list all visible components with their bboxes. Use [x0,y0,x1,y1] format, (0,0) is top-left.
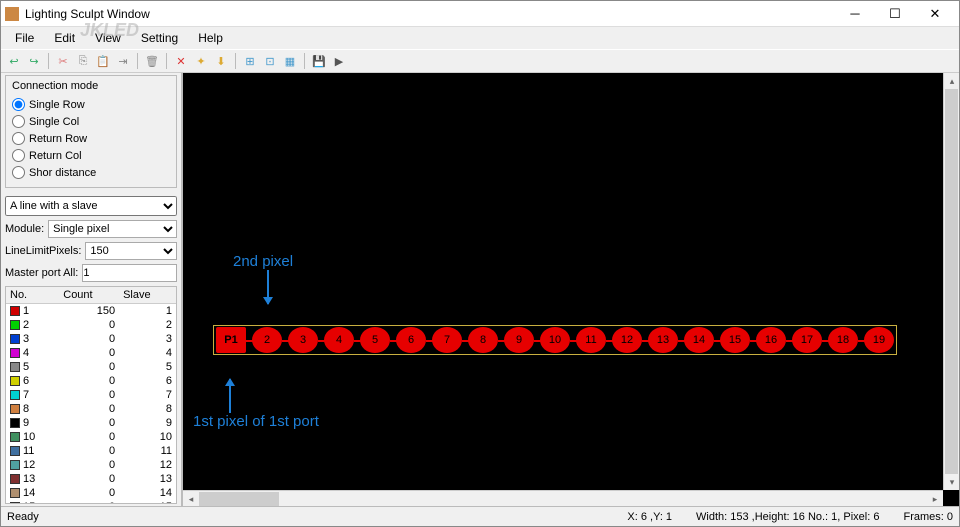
pixel-8[interactable]: 8 [468,327,498,353]
play-icon[interactable]: ▶ [330,52,348,70]
pixel-12[interactable]: 12 [612,327,642,353]
line-limit-label: LineLimitPixels: [5,245,81,257]
status-dims: Width: 153 ,Height: 16 No.: 1, Pixel: 6 [696,511,879,523]
col-no.: No. [6,287,59,304]
annotation-2nd-pixel: 2nd pixel [233,253,293,270]
pixel-19[interactable]: 19 [864,327,894,353]
paste-icon[interactable]: 📋 [94,52,112,70]
table-row[interactable]: 13013 [6,472,176,486]
window-title: Lighting Sculpt Window [25,7,835,21]
pixel-18[interactable]: 18 [828,327,858,353]
pixel-10[interactable]: 10 [540,327,570,353]
star-icon[interactable]: ✦ [192,52,210,70]
table-row[interactable]: 303 [6,332,176,346]
table-row[interactable]: 12012 [6,458,176,472]
menubar: FileEditViewSettingHelp [1,27,959,49]
pixel-3[interactable]: 3 [288,327,318,353]
pixel-6[interactable]: 6 [396,327,426,353]
radio-return-col[interactable]: Return Col [12,147,170,164]
menu-help[interactable]: Help [188,29,233,47]
menu-edit[interactable]: Edit [44,29,85,47]
menu-file[interactable]: File [5,29,44,47]
pixel-11[interactable]: 11 [576,327,606,353]
delete-bin-icon[interactable]: 🗑 [143,52,161,70]
status-frames: Frames: 0 [903,511,953,523]
master-port-label: Master port All: [5,267,78,279]
sidebar: Connection mode Single RowSingle ColRetu… [1,73,183,506]
radio-return-row[interactable]: Return Row [12,130,170,147]
app-icon [5,7,19,21]
connection-mode-title: Connection mode [12,80,170,92]
line-limit-select[interactable]: 150 [85,242,177,260]
pixel-row: P12345678910111213141516171819 [213,325,897,355]
titlebar: Lighting Sculpt Window ─ ☐ ✕ [1,1,959,27]
pixel-5[interactable]: 5 [360,327,390,353]
radio-single-col[interactable]: Single Col [12,113,170,130]
col-slave: Slave [119,287,176,304]
close-button[interactable]: ✕ [915,2,955,26]
pixel-2[interactable]: 2 [252,327,282,353]
connection-mode-panel: Connection mode Single RowSingle ColRetu… [5,75,177,188]
radio-single-row[interactable]: Single Row [12,96,170,113]
table-row[interactable]: 404 [6,346,176,360]
cut-icon[interactable]: ✂ [54,52,72,70]
delete-icon[interactable]: ✕ [172,52,190,70]
menu-setting[interactable]: Setting [131,29,188,47]
pixel-15[interactable]: 15 [720,327,750,353]
table-row[interactable]: 808 [6,402,176,416]
pixel-9[interactable]: 9 [504,327,534,353]
table-row[interactable]: 10010 [6,430,176,444]
col-count: Count [59,287,119,304]
table-row[interactable]: 909 [6,416,176,430]
port-table: No.CountSlave 11501202303404505606707808… [5,286,177,504]
statusbar: Ready X: 6 ,Y: 1 Width: 153 ,Height: 16 … [1,506,959,526]
pixel-7[interactable]: 7 [432,327,462,353]
table-row[interactable]: 606 [6,374,176,388]
redo-icon[interactable]: ↪ [25,52,43,70]
scrollbar-vertical[interactable]: ▴ ▾ [943,73,959,490]
menu-view[interactable]: View [85,29,131,47]
annotation-1st-pixel: 1st pixel of 1st port [193,413,319,430]
move-icon[interactable]: ⇥ [114,52,132,70]
table-row[interactable]: 14014 [6,486,176,500]
pixel-14[interactable]: 14 [684,327,714,353]
radio-shor-distance[interactable]: Shor distance [12,164,170,181]
import-icon[interactable]: ⬇ [212,52,230,70]
table-row[interactable]: 11501 [6,304,176,319]
table-row[interactable]: 202 [6,318,176,332]
line-type-select[interactable]: A line with a slave [5,196,177,216]
toolbar: ↩↪ ✂⎘📋⇥ 🗑 ✕✦⬇ ⊞⊡▦ 💾▶ [1,49,959,73]
pixel-4[interactable]: 4 [324,327,354,353]
grid3-icon[interactable]: ▦ [281,52,299,70]
pixel-1[interactable]: P1 [216,327,246,353]
undo-icon[interactable]: ↩ [5,52,23,70]
table-row[interactable]: 505 [6,360,176,374]
pixel-17[interactable]: 17 [792,327,822,353]
module-label: Module: [5,223,44,235]
copy-icon[interactable]: ⎘ [74,52,92,70]
table-row[interactable]: 707 [6,388,176,402]
status-ready: Ready [7,511,39,523]
minimize-button[interactable]: ─ [835,2,875,26]
pixel-16[interactable]: 16 [756,327,786,353]
save-icon[interactable]: 💾 [310,52,328,70]
app-window: Lighting Sculpt Window ─ ☐ ✕ FileEditVie… [0,0,960,527]
master-port-input[interactable] [82,264,177,282]
status-xy: X: 6 ,Y: 1 [627,511,672,523]
grid2-icon[interactable]: ⊡ [261,52,279,70]
table-row[interactable]: 11011 [6,444,176,458]
maximize-button[interactable]: ☐ [875,2,915,26]
scrollbar-horizontal[interactable]: ◂ ▸ [183,490,943,506]
module-select[interactable]: Single pixel [48,220,177,238]
canvas[interactable]: 2nd pixel P12345678910111213141516171819… [183,73,959,506]
table-row[interactable]: 15015 [6,500,176,504]
pixel-13[interactable]: 13 [648,327,678,353]
grid-icon[interactable]: ⊞ [241,52,259,70]
